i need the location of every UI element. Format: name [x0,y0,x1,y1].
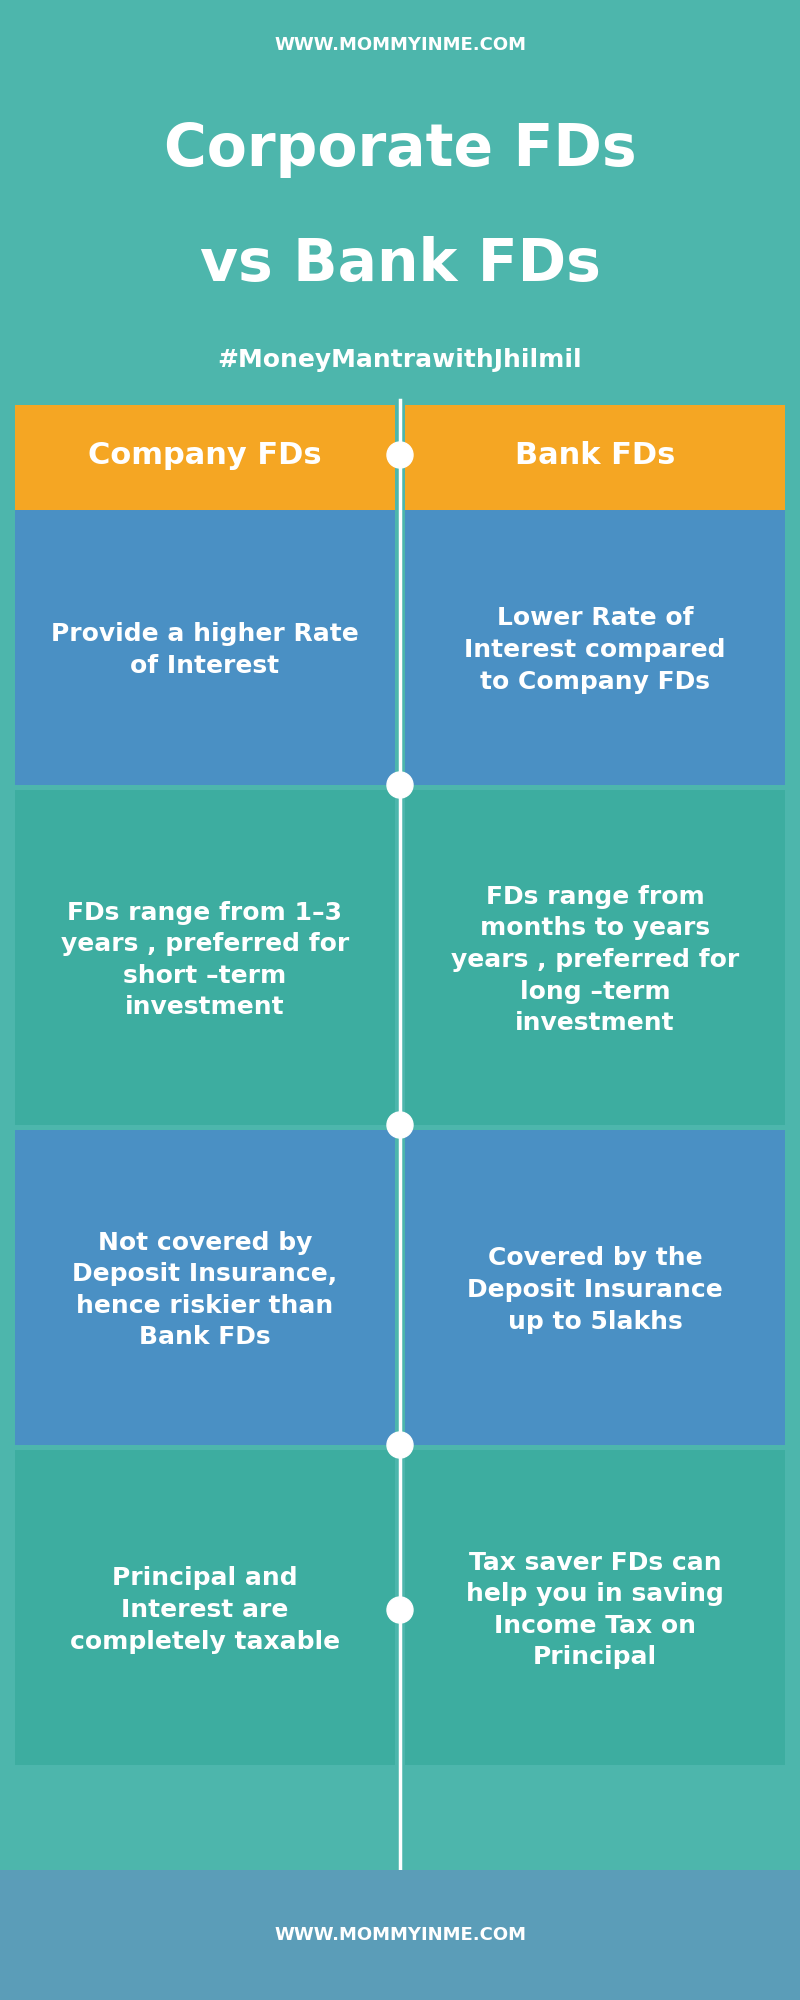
FancyBboxPatch shape [405,1130,785,1444]
Circle shape [387,772,413,798]
Text: FDs range from
months to years
years , preferred for
long –term
investment: FDs range from months to years years , p… [451,884,739,1036]
Text: #MoneyMantrawithJhilmil: #MoneyMantrawithJhilmil [218,348,582,372]
FancyBboxPatch shape [15,404,395,510]
Text: Principal and
Interest are
completely taxable: Principal and Interest are completely ta… [70,1566,340,1654]
Text: Lower Rate of
Interest compared
to Company FDs: Lower Rate of Interest compared to Compa… [464,606,726,694]
Text: Tax saver FDs can
help you in saving
Income Tax on
Principal: Tax saver FDs can help you in saving Inc… [466,1550,724,1670]
Text: Provide a higher Rate
of Interest: Provide a higher Rate of Interest [51,622,359,678]
FancyBboxPatch shape [15,790,395,1124]
FancyBboxPatch shape [15,1450,395,1764]
FancyBboxPatch shape [15,510,395,784]
Circle shape [387,1596,413,1624]
FancyBboxPatch shape [405,510,785,784]
Text: Not covered by
Deposit Insurance,
hence riskier than
Bank FDs: Not covered by Deposit Insurance, hence … [73,1230,338,1350]
Text: vs Bank FDs: vs Bank FDs [199,236,601,294]
FancyBboxPatch shape [405,1450,785,1764]
Circle shape [387,1112,413,1138]
Bar [0,1870,800,2000]
Text: FDs range from 1–3
years , preferred for
short –term
investment: FDs range from 1–3 years , preferred for… [61,900,349,1020]
Text: Covered by the
Deposit Insurance
up to 5lakhs: Covered by the Deposit Insurance up to 5… [467,1246,723,1334]
Circle shape [387,1432,413,1458]
FancyBboxPatch shape [15,1130,395,1444]
Text: WWW.MOMMYINME.COM: WWW.MOMMYINME.COM [274,1926,526,1944]
Text: WWW.MOMMYINME.COM: WWW.MOMMYINME.COM [274,36,526,54]
FancyBboxPatch shape [405,404,785,510]
Circle shape [387,442,413,468]
FancyBboxPatch shape [405,790,785,1124]
Text: Company FDs: Company FDs [88,440,322,470]
Text: Corporate FDs: Corporate FDs [164,122,636,178]
Text: Bank FDs: Bank FDs [515,440,675,470]
